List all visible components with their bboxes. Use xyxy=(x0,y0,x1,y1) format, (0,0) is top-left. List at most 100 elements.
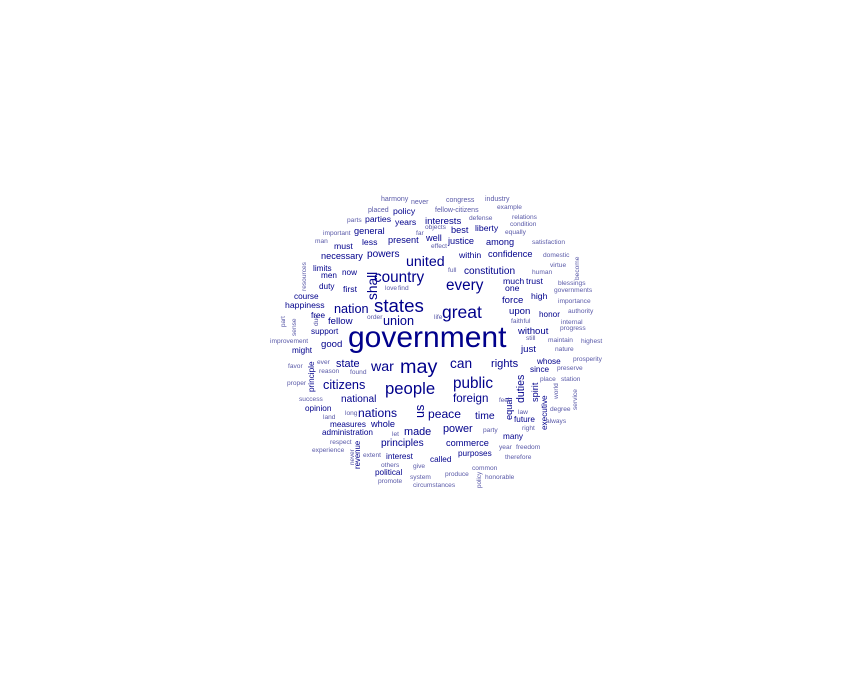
word-whole-39: whole xyxy=(370,419,395,429)
word-peace-17: peace xyxy=(428,407,461,421)
word-may-1: may xyxy=(400,356,437,378)
word-virtue-107: virtue xyxy=(550,262,566,269)
word-policy-56: policy xyxy=(393,206,416,216)
word-due-114: due xyxy=(313,315,320,326)
word-well-47: well xyxy=(425,233,442,243)
word-progress-124: progress xyxy=(560,325,586,332)
word-man-99: man xyxy=(315,238,328,245)
word-domestic-103: domestic xyxy=(543,252,570,259)
word-duties-23: duties xyxy=(515,375,527,403)
word-great-3: great xyxy=(442,302,482,322)
word-extent-150: extent xyxy=(363,452,381,459)
word-can-10: can xyxy=(450,356,472,371)
word-condition-95: condition xyxy=(510,221,537,228)
word-whose-74: whose xyxy=(536,357,561,366)
word-present-45: present xyxy=(388,235,419,245)
word-give-155: give xyxy=(413,463,425,470)
word-united-8: united xyxy=(406,254,445,270)
word-commerce-38: commerce xyxy=(446,438,489,448)
word-principles-26: principles xyxy=(381,438,424,449)
word-favor-130: favor xyxy=(288,363,303,370)
word-far-97: far xyxy=(416,230,424,237)
word-defense-92: defense xyxy=(469,215,493,222)
word-made-22: made xyxy=(404,426,431,438)
word-fellow-citizens-88: fellow-citizens xyxy=(435,207,479,214)
word-duty-65: duty xyxy=(319,282,335,291)
word-internal-116: internal xyxy=(561,319,583,326)
word-measures-75: measures xyxy=(330,420,366,429)
word-ever-127: ever xyxy=(317,359,331,366)
word-right-145: right xyxy=(522,425,535,432)
word-best-46: best xyxy=(451,225,469,235)
word-others-154: others xyxy=(381,462,400,469)
word-country-5: country xyxy=(374,269,425,286)
word-found-129: found xyxy=(350,369,367,376)
word-importance-120: importance xyxy=(558,298,591,305)
word-time-24: time xyxy=(475,411,495,422)
word-men-70: men xyxy=(321,271,337,280)
word-equal-36: equal xyxy=(504,398,514,420)
word-effect-100: effect xyxy=(431,243,447,250)
word-among-44: among xyxy=(486,237,514,247)
word-land-140: land xyxy=(323,414,336,421)
word-equally-98: equally xyxy=(505,229,527,236)
word-political-80: political xyxy=(375,468,402,477)
word-law-143: law xyxy=(518,409,528,416)
word-us-15: us xyxy=(413,405,427,418)
word-force-30: force xyxy=(502,295,523,306)
word-honor-72: honor xyxy=(539,310,560,319)
word-service-137: service xyxy=(572,389,579,410)
word-relations-93: relations xyxy=(512,214,538,221)
word-nature-126: nature xyxy=(555,346,574,353)
word-liberty-51: liberty xyxy=(475,223,499,233)
word-respect-146: respect xyxy=(330,439,352,446)
word-free-71: free xyxy=(311,311,326,320)
word-less-53: less xyxy=(362,237,378,247)
word-station-135: station xyxy=(561,376,581,383)
word-common-156: common xyxy=(472,465,498,472)
word-harmony-84: harmony xyxy=(381,196,409,203)
word-maintain-123: maintain xyxy=(548,337,573,344)
word-state-20: state xyxy=(336,358,360,370)
word-life-119: life xyxy=(434,314,443,321)
word-promote-160: promote xyxy=(378,478,403,485)
word-must-52: must xyxy=(334,241,353,251)
word-system-157: system xyxy=(410,474,431,481)
word-good-32: good xyxy=(321,339,342,350)
word-never-149: never xyxy=(349,449,356,465)
word-order-118: order xyxy=(367,314,383,321)
word-resources-102: resources xyxy=(301,261,308,291)
word-highest-125: highest xyxy=(581,338,602,345)
word-now-62: now xyxy=(342,268,357,277)
word-principle-78: principle xyxy=(307,361,316,392)
word-improvement-121: improvement xyxy=(270,338,308,345)
word-important-96: important xyxy=(323,230,351,237)
word-necessary-41: necessary xyxy=(321,251,363,261)
word-since-73: since xyxy=(530,365,550,374)
word-industry-87: industry xyxy=(485,196,510,203)
word-years-54: years xyxy=(395,217,417,227)
word-purposes-83: purposes xyxy=(458,449,492,458)
word-without-34: without xyxy=(517,326,549,337)
word-first-48: first xyxy=(343,284,358,294)
word-high-49: high xyxy=(531,291,548,301)
word-citizens-14: citizens xyxy=(323,378,365,392)
word-states-2: states xyxy=(374,295,424,316)
word-feel-141: feel xyxy=(499,397,509,404)
word-happiness-50: happiness xyxy=(285,300,325,310)
word-party-162: party xyxy=(483,427,498,434)
word-objects-94: objects xyxy=(425,224,447,231)
word-one-58: one xyxy=(505,283,520,293)
word-therefore-153: therefore xyxy=(505,454,532,461)
word-shall-11: shall xyxy=(365,272,380,300)
word-called-82: called xyxy=(430,455,452,464)
word-let-147: let xyxy=(392,431,399,438)
word-become-104: become xyxy=(574,256,581,280)
word-might-68: might xyxy=(292,346,313,355)
word-produce-158: produce xyxy=(445,471,469,478)
word-placed-90: placed xyxy=(368,207,389,214)
word-nation-13: nation xyxy=(334,302,369,316)
word-world-136: world xyxy=(553,383,560,400)
word-fellow-31: fellow xyxy=(328,316,353,327)
